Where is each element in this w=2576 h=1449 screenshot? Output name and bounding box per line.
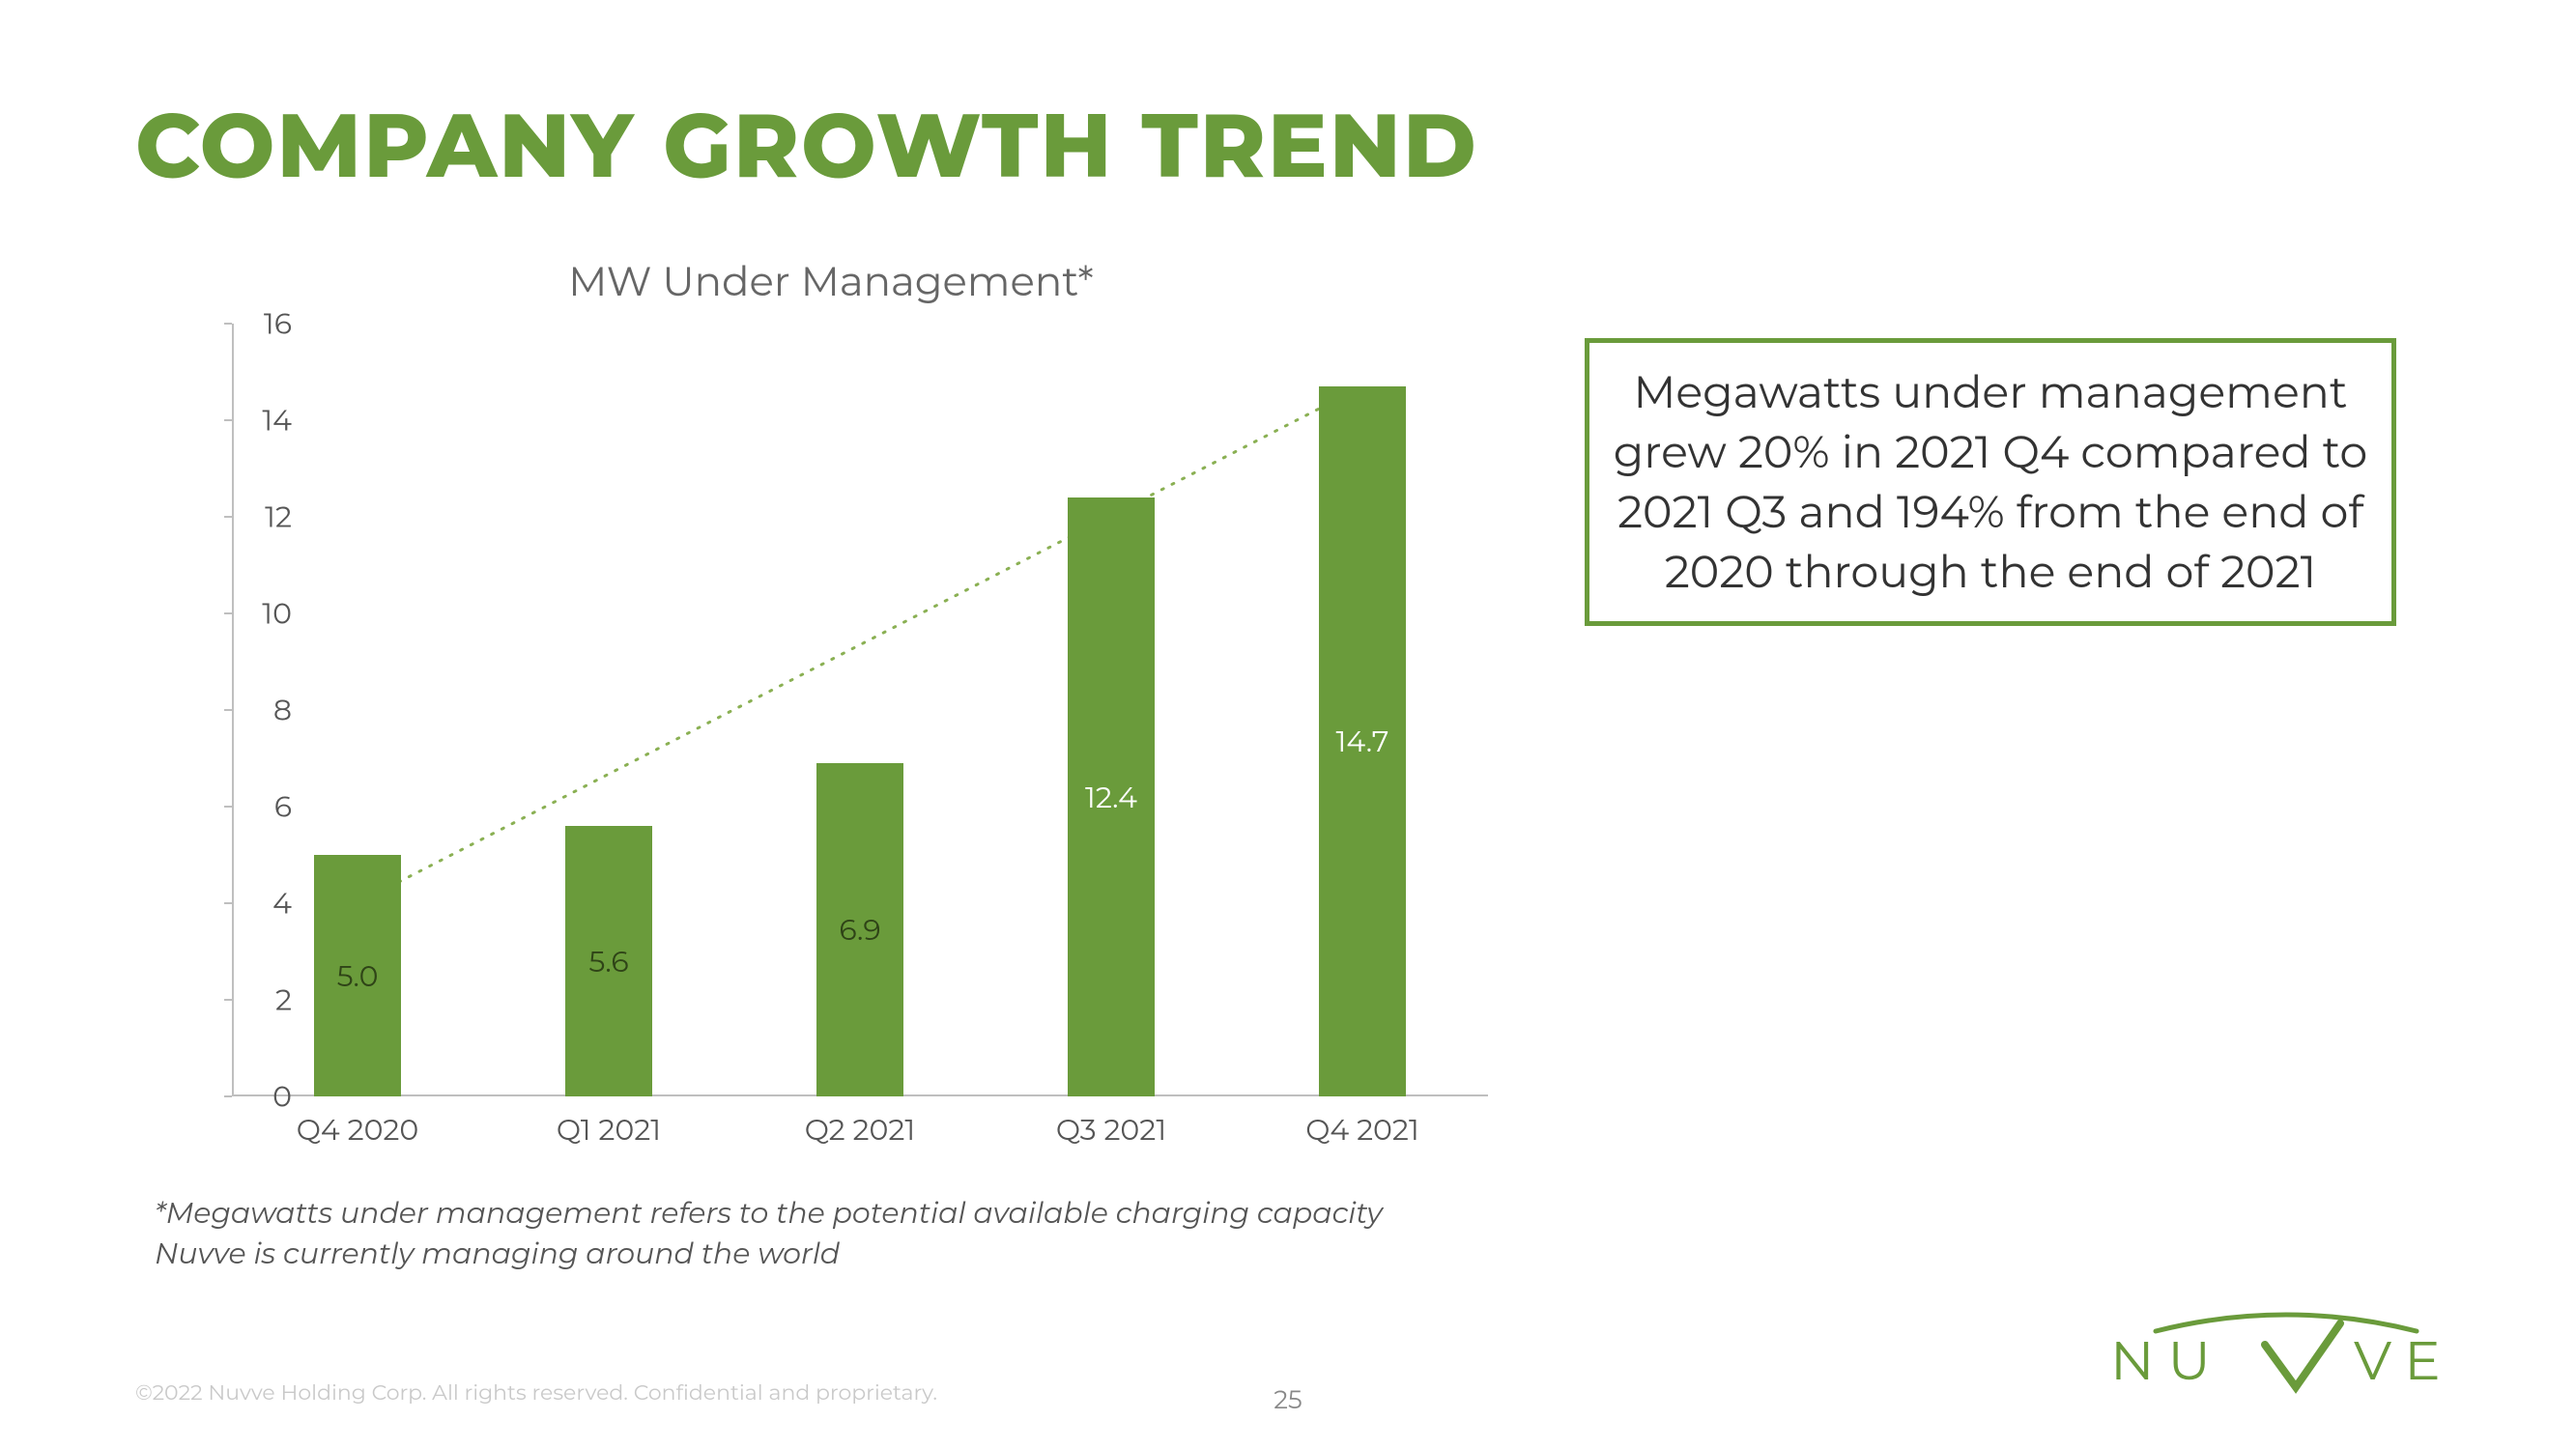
chart-plot: 0246810121416 5.0Q4 20205.6Q1 20216.9Q2 … bbox=[232, 324, 1488, 1096]
slide: COMPANY GROWTH TREND MW Under Management… bbox=[0, 0, 2576, 1449]
bar: 14.7 bbox=[1319, 386, 1406, 1096]
bar: 6.9 bbox=[816, 763, 903, 1096]
y-tick bbox=[224, 419, 232, 421]
x-tick-label: Q1 2021 bbox=[512, 1112, 705, 1148]
y-tick bbox=[224, 999, 232, 1001]
bar-value-label: 5.6 bbox=[588, 944, 628, 980]
y-tick bbox=[224, 516, 232, 518]
bar-value-label: 5.0 bbox=[337, 958, 379, 994]
copyright-text: ©2022 Nuvve Holding Corp. All rights res… bbox=[135, 1379, 937, 1406]
bar-value-label: 14.7 bbox=[1336, 724, 1389, 759]
bar: 5.6 bbox=[565, 826, 652, 1096]
page-title: COMPANY GROWTH TREND bbox=[135, 92, 1478, 200]
svg-text:VE: VE bbox=[2354, 1328, 2454, 1394]
x-tick-label: Q2 2021 bbox=[763, 1112, 957, 1148]
bar: 12.4 bbox=[1068, 497, 1155, 1096]
page-number: 25 bbox=[1274, 1384, 1302, 1415]
x-tick-label: Q3 2021 bbox=[1015, 1112, 1208, 1148]
x-tick-label: Q4 2021 bbox=[1266, 1112, 1459, 1148]
bar-value-label: 6.9 bbox=[839, 912, 880, 948]
bar-group: 5.0Q4 2020 bbox=[314, 855, 401, 1096]
svg-text:NU: NU bbox=[2110, 1328, 2224, 1394]
y-tick bbox=[224, 806, 232, 808]
bar-group: 5.6Q1 2021 bbox=[565, 826, 652, 1096]
bar: 5.0 bbox=[314, 855, 401, 1096]
bar-group: 12.4Q3 2021 bbox=[1068, 497, 1155, 1096]
y-tick bbox=[224, 1095, 232, 1097]
y-tick bbox=[224, 323, 232, 325]
bar-group: 6.9Q2 2021 bbox=[816, 763, 903, 1096]
bar-group: 14.7Q4 2021 bbox=[1319, 386, 1406, 1096]
y-tick bbox=[224, 902, 232, 904]
brand-logo: NU VE bbox=[2103, 1304, 2470, 1401]
bar-value-label: 12.4 bbox=[1085, 780, 1137, 815]
chart-footnote: *Megawatts under management refers to th… bbox=[155, 1193, 1411, 1274]
y-tick bbox=[224, 612, 232, 614]
chart: MW Under Management* 0246810121416 5.0Q4… bbox=[155, 256, 1507, 1270]
chart-title: MW Under Management* bbox=[155, 256, 1507, 306]
x-tick-label: Q4 2020 bbox=[261, 1112, 454, 1148]
callout-box: Megawatts under management grew 20% in 2… bbox=[1585, 338, 2396, 626]
y-tick bbox=[224, 709, 232, 711]
